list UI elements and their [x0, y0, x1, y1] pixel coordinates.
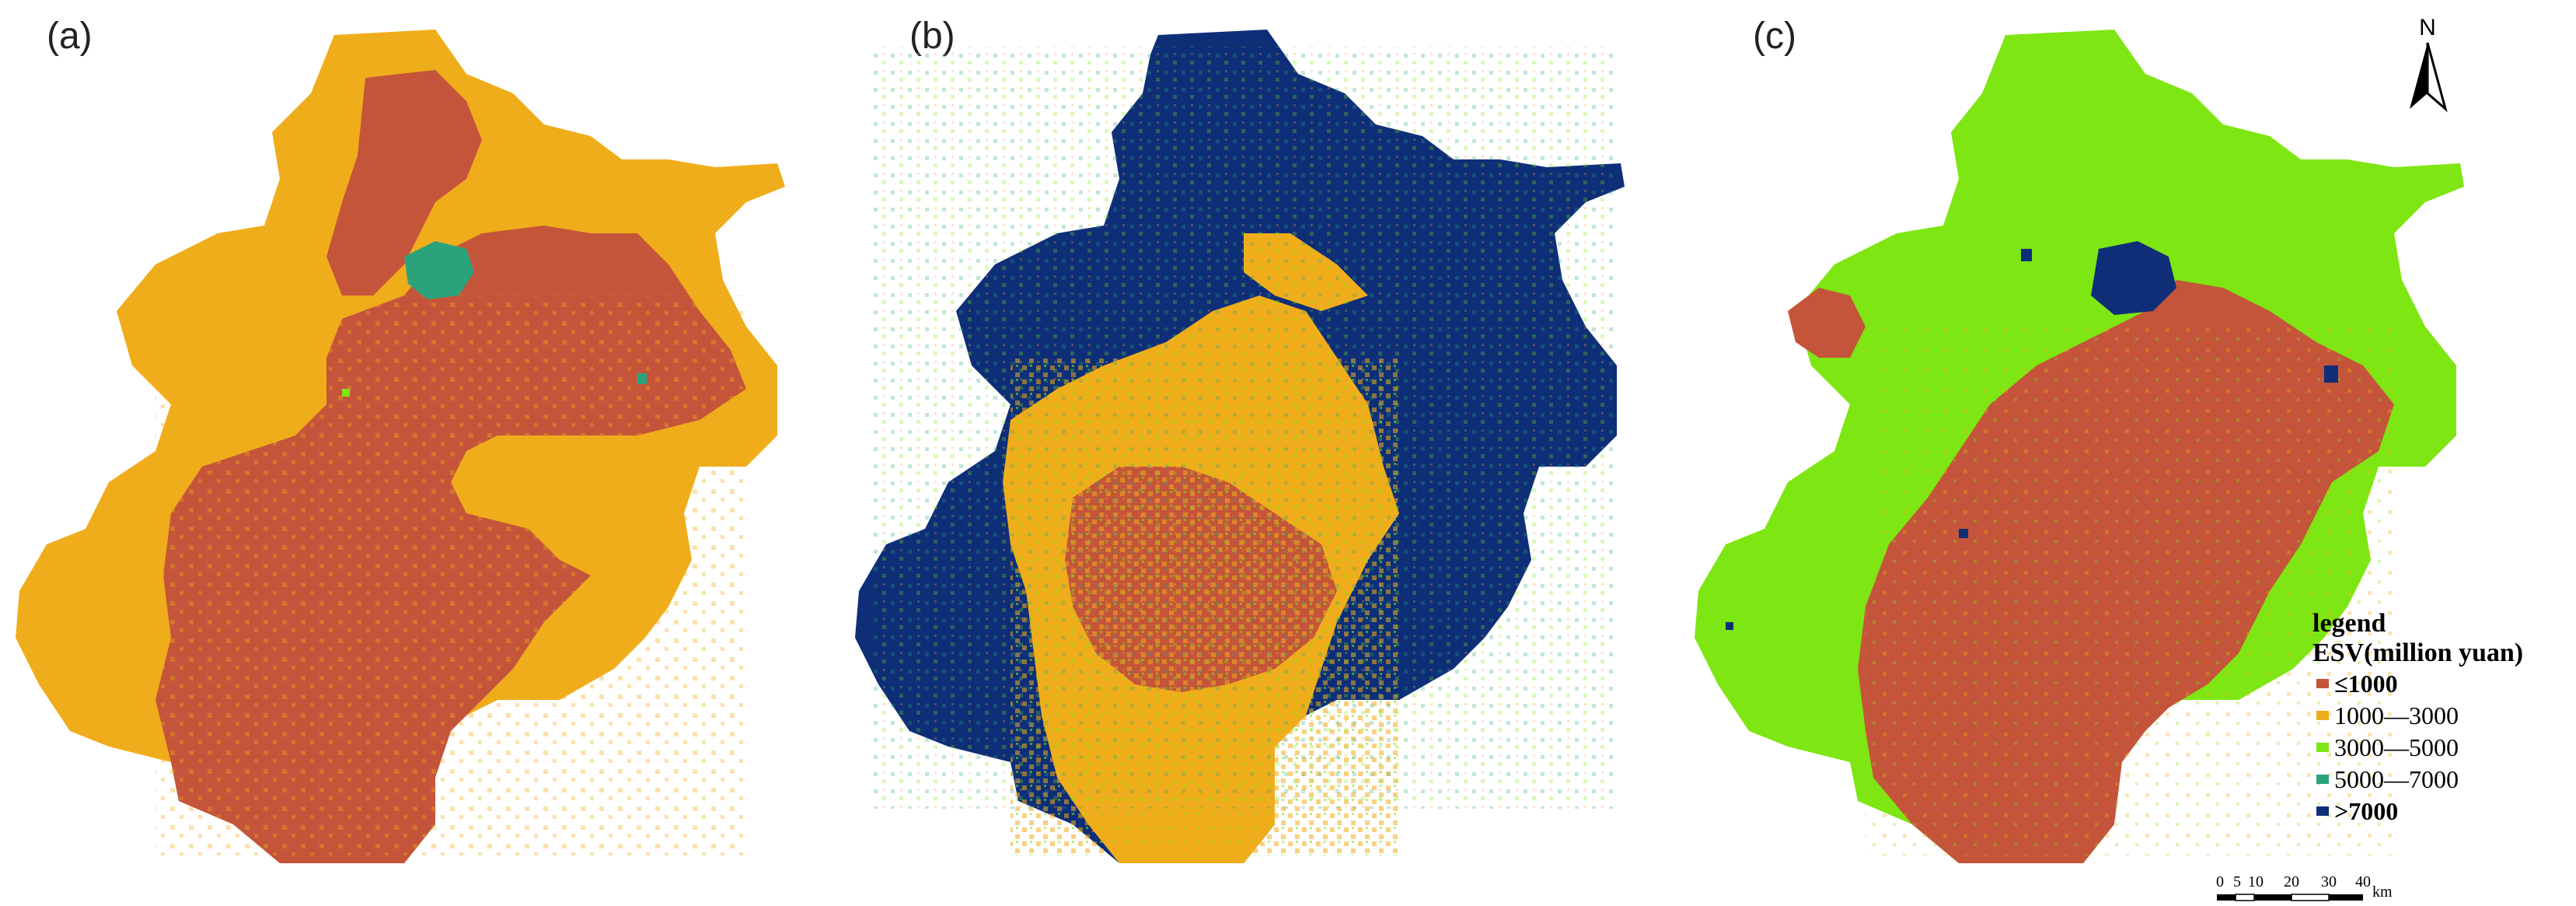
- scale-tick-label: 0: [2216, 873, 2224, 890]
- scale-tick-label: 30: [2321, 873, 2337, 890]
- region-c-dark-dot-3: [1959, 529, 1968, 538]
- map-panel-a: (a): [16, 16, 785, 863]
- legend-swatch: [2316, 775, 2329, 784]
- legend-swatch: [2316, 679, 2329, 688]
- region-c-dark-dot-2: [2324, 366, 2338, 383]
- legend-swatch: [2316, 743, 2329, 752]
- legend-label: 1000—3000: [2334, 701, 2459, 729]
- region-c-dark-dot-1: [2021, 249, 2032, 261]
- scale-tick-label: 5: [2233, 873, 2241, 890]
- map-panel-b: (b): [855, 16, 1625, 863]
- region-c-low-left: [1788, 288, 1866, 358]
- legend-item: >7000: [2316, 797, 2398, 825]
- region-a-green-dot-2: [637, 373, 647, 384]
- region-c-noise: [1866, 327, 2394, 855]
- legend: legend ESV(million yuan) ≤1000 1000—3000…: [2312, 609, 2523, 825]
- legend-item: 5000—7000: [2316, 765, 2459, 793]
- north-arrow-icon: [2410, 42, 2448, 113]
- legend-title: ESV(million yuan): [2312, 638, 2523, 667]
- legend-item: ≤1000: [2316, 670, 2398, 698]
- scale-tick-label: 20: [2284, 873, 2299, 890]
- legend-swatch: [2316, 711, 2329, 720]
- legend-label: 5000—7000: [2334, 765, 2459, 793]
- legend-swatch: [2316, 806, 2329, 816]
- scale-tick-label: 10: [2248, 873, 2264, 890]
- map-panel-c: (c): [1695, 16, 2464, 863]
- legend-heading: legend: [2312, 609, 2386, 638]
- region-a-green-dot-1: [342, 389, 350, 397]
- north-arrow: N: [2410, 15, 2448, 113]
- scale-tick-label: 40: [2355, 873, 2371, 890]
- legend-item: 3000—5000: [2316, 733, 2459, 761]
- north-letter: N: [2419, 15, 2436, 40]
- panel-label-a: (a): [47, 16, 92, 57]
- scale-bar: 0 5 10 20 30 40 km: [2216, 873, 2393, 901]
- legend-label: 3000—5000: [2334, 733, 2459, 761]
- legend-label: ≤1000: [2334, 670, 2398, 698]
- region-a-low-upper: [326, 70, 482, 296]
- scale-bar-segments: [2217, 894, 2363, 901]
- legend-label: >7000: [2334, 797, 2398, 825]
- region-b-noise-high: [871, 47, 1617, 809]
- region-c-dark-dot-4: [1726, 622, 1733, 630]
- region-a-green-patch: [404, 241, 474, 299]
- panel-label-c: (c): [1753, 16, 1796, 57]
- scale-unit: km: [2372, 883, 2393, 901]
- region-c-dark-patch: [2091, 241, 2176, 315]
- region-a-noise: [155, 296, 746, 855]
- legend-item: 1000—3000: [2316, 701, 2459, 729]
